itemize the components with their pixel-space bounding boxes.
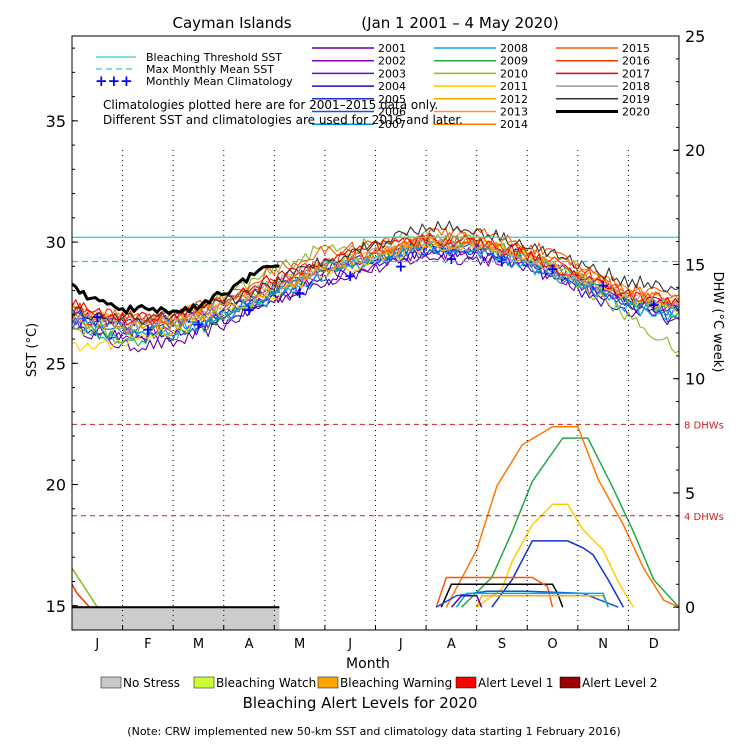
- footnote: (Note: CRW implemented new 50-km SST and…: [127, 725, 620, 738]
- climatology-marker: +: [597, 277, 610, 295]
- month-tick-label: S: [498, 637, 506, 652]
- year-legend-label-2018: 2018: [622, 80, 650, 93]
- year-legend-label-2012: 2012: [500, 93, 528, 106]
- year-legend-label-2001: 2001: [378, 42, 406, 55]
- alert-legend-swatch: [317, 676, 339, 689]
- sst-line-2011: [71, 239, 680, 352]
- year-legend-label-2006: 2006: [378, 106, 406, 119]
- year-legend-label-2015: 2015: [622, 42, 650, 55]
- year-legend-label-2007: 2007: [378, 118, 406, 131]
- sst-tick-label: 30: [46, 233, 66, 252]
- alert-legend-swatch: [455, 676, 477, 689]
- month-tick-label: D: [649, 637, 659, 652]
- year-legend-label-2002: 2002: [378, 55, 406, 68]
- dhw-tick-label: 25: [685, 27, 705, 46]
- month-tick-label: A: [447, 637, 456, 652]
- alert-legend-swatch: [193, 676, 215, 689]
- year-legend-label-2004: 2004: [378, 80, 406, 93]
- year-legend-label-2020: 2020: [622, 106, 650, 119]
- alert-legend-swatch: [100, 676, 122, 689]
- year-legend-label-2014: 2014: [500, 118, 528, 131]
- year-legend-label-2017: 2017: [622, 67, 650, 80]
- climatology-marker: +: [496, 252, 509, 270]
- alert-legend: No Stress Bleaching Watch Bleaching Warnin…: [100, 676, 658, 690]
- climatology-marker: +: [445, 250, 458, 268]
- alert-legend-label: Bleaching Watch: [216, 676, 316, 690]
- frame-layer: 8 DHWs 4 DHWs 15 20 25 30 35 0 5 10 15 20 25 J F M A M J J A…: [46, 27, 724, 652]
- sst-line-2008: [71, 241, 680, 345]
- month-tick-label: M: [294, 637, 305, 652]
- x-axis-label: Month: [346, 656, 390, 672]
- chart-title: Cayman Islands: [172, 14, 291, 32]
- dhw-line-2015: [435, 576, 554, 608]
- dhw-tick-label: 5: [685, 484, 695, 503]
- year-legend-label-2011: 2011: [500, 80, 528, 93]
- dhw-line-2015-early: [71, 583, 91, 608]
- climatology-marker: +: [647, 296, 660, 314]
- month-tick-label: J: [398, 637, 403, 652]
- month-tick-label: N: [598, 637, 608, 652]
- climatology-marker: +: [142, 320, 155, 338]
- legend-climatology-marker: +++: [95, 72, 133, 90]
- dhw-line-2009: [460, 437, 680, 608]
- climatology-marker: +: [91, 308, 104, 326]
- climatology-marker: +: [192, 316, 205, 334]
- month-tick-label: M: [193, 637, 204, 652]
- dhw-line-2014: [445, 425, 680, 608]
- sst-tick-label: 15: [46, 597, 66, 616]
- dhw-line-2005: [491, 540, 625, 608]
- year-legend-label-2005: 2005: [378, 93, 406, 106]
- month-tick-label: J: [347, 637, 352, 652]
- dhw-tick-label: 15: [685, 255, 705, 274]
- year-legend-label-2013: 2013: [500, 106, 528, 119]
- chart-subtitle: (Jan 1 2001 – 4 May 2020): [361, 14, 558, 32]
- dhw-ref-label: 8 DHWs: [684, 420, 724, 431]
- alert-title: Bleaching Alert Levels for 2020: [243, 694, 478, 712]
- alert-legend-label: No Stress: [123, 676, 180, 690]
- year-legend-label-2019: 2019: [622, 93, 650, 106]
- dhw-line-2010-early: [71, 567, 98, 608]
- dhw-ref-label: 4 DHWs: [684, 512, 724, 523]
- sst-tick-label: 25: [46, 354, 66, 373]
- year-legend-label-2016: 2016: [622, 55, 650, 68]
- year-legend-label-2010: 2010: [500, 67, 528, 80]
- climatology-marker: +: [395, 257, 408, 275]
- note-line-2: Different SST and climatologies are used…: [103, 113, 463, 127]
- climatology-marker: +: [344, 267, 357, 285]
- dhw-tick-label: 10: [685, 370, 705, 389]
- alert-legend-label: Alert Level 1: [478, 676, 554, 690]
- dhw-line-2010: [476, 503, 635, 608]
- sst-tick-label: 20: [46, 476, 66, 495]
- sst-tick-label: 35: [46, 112, 66, 131]
- month-tick-label: A: [245, 637, 254, 652]
- dhw-tick-label: 0: [685, 598, 695, 617]
- y-axis-right-label: DHW (°C week): [710, 272, 725, 373]
- alert-legend-label: Alert Level 2: [582, 676, 658, 690]
- reference-legend: Bleaching Threshold SST Max Monthly Mean…: [95, 51, 293, 90]
- climatology-marker: +: [293, 284, 306, 302]
- dhw-line-2008: [455, 592, 609, 608]
- dhw-line-2001: [450, 594, 483, 608]
- legend-threshold-label: Bleaching Threshold SST: [146, 51, 282, 64]
- sst-line-2014: [71, 231, 680, 334]
- legend-mmm-label: Max Monthly Mean SST: [146, 63, 274, 76]
- climatology-marker: +: [546, 260, 559, 278]
- legend-climatology-label: Monthly Mean Climatology: [146, 75, 293, 88]
- alert-legend-swatch: [559, 676, 581, 689]
- alert-legend-label: Bleaching Warning: [340, 676, 452, 690]
- year-legend-label-2003: 2003: [378, 67, 406, 80]
- year-legend-label-2009: 2009: [500, 55, 528, 68]
- alert-bar-no-stress: [72, 606, 280, 630]
- month-tick-label: F: [144, 637, 151, 652]
- y-axis-left-label: SST (°C): [25, 323, 40, 377]
- year-legend-label-2008: 2008: [500, 42, 528, 55]
- month-tick-label: J: [94, 637, 99, 652]
- dhw-tick-label: 20: [685, 141, 705, 160]
- climatology-marker: +: [243, 301, 256, 319]
- note-line-1: Climatologies plotted here are for 2001–…: [103, 98, 438, 112]
- month-tick-label: O: [547, 637, 557, 652]
